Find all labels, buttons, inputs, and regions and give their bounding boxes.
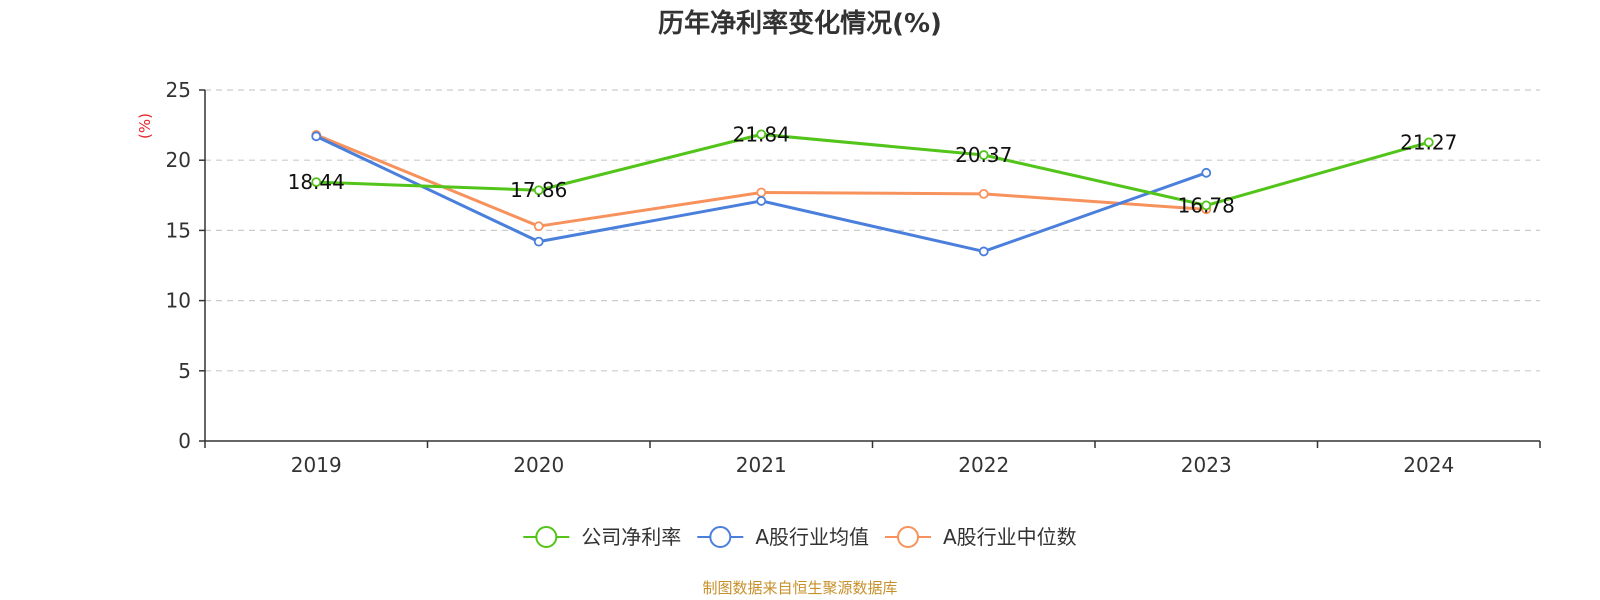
grid-lines xyxy=(205,89,1540,372)
axes: 0 5 10 15 20 25 2019 2020 2021 2022 2023 2024 xyxy=(166,78,1541,477)
data-labels: 18.44 17.86 21.84 20.37 16.78 21.27 xyxy=(288,122,1458,217)
y-tick-label: 10 xyxy=(166,289,191,313)
x-tick-label: 2021 xyxy=(736,453,787,477)
legend-marker-icon xyxy=(709,526,732,548)
x-tick-label: 2022 xyxy=(958,453,1009,477)
y-tick-label: 5 xyxy=(178,359,191,383)
series-1 xyxy=(311,129,1434,211)
x-tick-label: 2023 xyxy=(1181,453,1232,477)
data-point[interactable] xyxy=(756,196,767,206)
y-tick-label: 20 xyxy=(166,148,191,172)
legend-label: 公司净利率 xyxy=(581,525,681,549)
data-point[interactable] xyxy=(533,221,544,232)
data-point[interactable] xyxy=(1201,167,1212,178)
data-point[interactable] xyxy=(533,185,544,196)
data-source-note: 制图数据来自恒生聚源数据库 xyxy=(702,579,897,597)
legend-marker-icon xyxy=(535,526,558,548)
y-axis-unit-label: (%) xyxy=(136,113,154,139)
data-point[interactable] xyxy=(978,246,989,257)
legend-item[interactable]: 公司净利率 xyxy=(523,525,681,549)
x-tick-label: 2024 xyxy=(1403,453,1454,477)
y-tick-label: 0 xyxy=(178,429,191,453)
data-point[interactable] xyxy=(1201,200,1212,211)
data-point[interactable] xyxy=(311,177,322,188)
series-lines xyxy=(311,129,1434,257)
data-point[interactable] xyxy=(756,187,767,198)
data-point[interactable] xyxy=(978,150,989,160)
series-3 xyxy=(311,130,1212,232)
x-tick-label: 2020 xyxy=(513,453,564,477)
data-label: 16.78 xyxy=(1178,193,1235,217)
series-line xyxy=(315,133,1207,228)
y-tick-label: 25 xyxy=(166,78,191,102)
data-label: 20.37 xyxy=(955,143,1012,167)
data-point[interactable] xyxy=(756,129,767,140)
legend[interactable]: 公司净利率 A股行业均值 A股行业中位数 xyxy=(523,525,1077,549)
data-label: 17.86 xyxy=(510,178,567,202)
data-point[interactable] xyxy=(533,236,544,247)
legend-label: A股行业中位数 xyxy=(943,525,1077,549)
legend-marker-icon xyxy=(897,526,919,548)
data-label: 18.44 xyxy=(288,170,345,194)
legend-item[interactable]: A股行业均值 xyxy=(697,525,869,549)
series-line xyxy=(316,132,1430,207)
legend-item[interactable]: A股行业中位数 xyxy=(885,525,1077,549)
x-tick-label: 2019 xyxy=(291,453,342,477)
chart-title: 历年净利率变化情况(%) xyxy=(658,8,942,39)
data-point[interactable] xyxy=(1423,137,1434,148)
data-point[interactable] xyxy=(978,188,989,199)
data-point[interactable] xyxy=(311,131,322,142)
data-label: 21.27 xyxy=(1400,130,1457,154)
y-tick-label: 15 xyxy=(166,218,191,242)
legend-label: A股行业均值 xyxy=(755,525,869,549)
series-2 xyxy=(311,131,1212,257)
data-label: 21.84 xyxy=(733,122,790,146)
